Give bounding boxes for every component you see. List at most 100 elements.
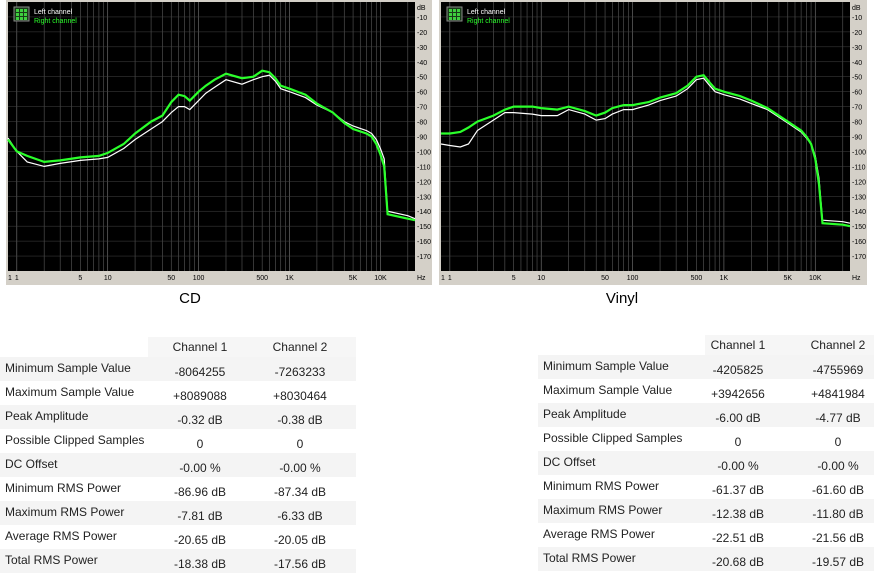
stats-value-channel-1: -20.68 dB [711, 555, 765, 569]
stats-value-channel-1: 0 [196, 437, 204, 451]
stats-value-channel-2: -19.57 dB [811, 555, 865, 569]
stats-row: Total RMS Power -18.38 dB -17.56 dB [0, 549, 356, 573]
stats-row: Maximum RMS Power -12.38 dB -11.80 dB [538, 499, 874, 523]
legend-right-channel: Right channel [467, 18, 510, 25]
stats-row-label: Peak Amplitude [5, 409, 89, 423]
y-tick-label: -160 [417, 239, 431, 246]
y-tick-label: -110 [417, 164, 431, 171]
x-tick-label: 500 [256, 275, 268, 282]
x-tick-label: Hz [417, 275, 426, 282]
y-tick-label: -170 [852, 254, 866, 261]
stats-value-channel-2: -0.38 dB [277, 413, 323, 427]
vinyl-spectrum-panel: dB -10 -20 -30 -40 -50 -60 -70 -80 -90 -100 -110 -12… [439, 0, 867, 285]
stats-row-label: Minimum Sample Value [543, 359, 669, 373]
stats-row-label: Possible Clipped Samples [543, 431, 683, 445]
stats-row-label: DC Offset [5, 457, 58, 471]
vinyl-spectrum-chart: dB -10 -20 -30 -40 -50 -60 -70 -80 -90 -100 -110 -12… [440, 2, 866, 282]
x-tick-label: 1 [8, 275, 12, 282]
y-tick-label: -150 [417, 224, 431, 231]
stats-value-channel-1: 0 [734, 435, 742, 449]
cd-caption: CD [179, 290, 201, 307]
y-tick-label: -50 [417, 75, 427, 82]
x-tick-label: 1 [15, 275, 19, 282]
stats-row-label: Average RMS Power [543, 527, 655, 541]
stats-row: Average RMS Power -22.51 dB -21.56 dB [538, 523, 874, 547]
y-tick-label: -150 [852, 224, 866, 231]
stats-row: DC Offset -0.00 % -0.00 % [0, 453, 356, 477]
stats-row: Total RMS Power -20.68 dB -19.57 dB [538, 547, 874, 571]
y-tick-label: -160 [852, 239, 866, 246]
y-tick-label: -60 [852, 90, 862, 97]
y-tick-label: -30 [852, 45, 862, 52]
legend-right-channel: Right channel [34, 18, 77, 25]
stats-value-channel-2: 0 [834, 435, 842, 449]
x-tick-label: 50 [167, 275, 175, 282]
stats-row-label: Maximum RMS Power [5, 505, 125, 519]
left-channel-line [7, 74, 416, 220]
x-tick-label: 5 [512, 275, 516, 282]
stats-row: Minimum RMS Power -61.37 dB -61.60 dB [538, 475, 874, 499]
y-tick-label: -90 [417, 135, 427, 142]
column-header-channel-1: Channel 1 [710, 338, 766, 352]
x-tick-label: Hz [852, 275, 861, 282]
stats-value-channel-2: -0.00 % [279, 461, 321, 475]
stats-value-channel-1: -61.37 dB [711, 483, 765, 497]
stats-value-channel-2: -7263233 [274, 365, 326, 379]
y-tick-label: -170 [417, 254, 431, 261]
y-tick-label: -20 [852, 30, 862, 37]
stats-value-channel-1: -8064255 [174, 365, 226, 379]
x-tick-label: 1 [448, 275, 452, 282]
y-tick-label: -110 [852, 164, 866, 171]
stats-value-channel-1: -20.65 dB [173, 533, 227, 547]
stats-value-channel-2: -21.56 dB [811, 531, 865, 545]
stats-value-channel-1: -0.00 % [179, 461, 221, 475]
stats-row-label: Minimum RMS Power [543, 479, 660, 493]
stats-row: Maximum Sample Value +8089088 +8030464 [0, 381, 356, 405]
stats-value-channel-1: -6.00 dB [715, 411, 761, 425]
stats-row: DC Offset -0.00 % -0.00 % [538, 451, 874, 475]
stats-row: Peak Amplitude -0.32 dB -0.38 dB [0, 405, 356, 429]
y-tick-label: -60 [417, 90, 427, 97]
stats-value-channel-2: +4841984 [811, 387, 865, 401]
spectrum-legend-icon[interactable] [446, 6, 463, 22]
stats-row-label: Maximum Sample Value [5, 385, 135, 399]
stats-value-channel-2: -4755969 [812, 363, 864, 377]
stats-value-channel-2: -0.00 % [817, 459, 859, 473]
stats-row: Possible Clipped Samples 0 0 [538, 427, 874, 451]
stats-value-channel-1: -0.32 dB [177, 413, 223, 427]
y-tick-label: -130 [417, 194, 431, 201]
x-tick-label: 1K [720, 275, 729, 282]
stats-row: Peak Amplitude -6.00 dB -4.77 dB [538, 403, 874, 427]
y-tick-label: -40 [417, 60, 427, 67]
y-tick-label: -100 [417, 149, 431, 156]
spectrum-legend-icon[interactable] [13, 6, 30, 22]
x-tick-label: 500 [691, 275, 703, 282]
column-header-channel-2: Channel 2 [810, 338, 866, 352]
stats-row-label: Minimum RMS Power [5, 481, 122, 495]
legend-left-channel: Left channel [34, 9, 73, 16]
table-header-bg [148, 337, 356, 357]
y-tick-label: -80 [417, 120, 427, 127]
stats-row-label: DC Offset [543, 455, 596, 469]
stats-row-label: Possible Clipped Samples [5, 433, 145, 447]
y-tick-label: -140 [417, 209, 431, 216]
y-tick-label: -50 [852, 75, 862, 82]
right-channel-line [7, 69, 416, 222]
y-tick-label: -10 [417, 15, 427, 22]
right-channel-line [441, 73, 851, 228]
stats-row: Minimum Sample Value -4205825 -4755969 [538, 355, 874, 379]
y-tick-label: -70 [852, 105, 862, 112]
y-tick-label: -30 [417, 45, 427, 52]
stats-value-channel-2: 0 [296, 437, 304, 451]
y-tick-label: -100 [852, 149, 866, 156]
y-tick-label: -80 [852, 120, 862, 127]
cd-spectrum-panel: dB -10 -20 -30 -40 -50 -60 -70 -80 -90 -100 -110 -12… [6, 0, 432, 285]
y-tick-label: -40 [852, 60, 862, 67]
stats-value-channel-1: -86.96 dB [173, 485, 227, 499]
stats-value-channel-2: -61.60 dB [811, 483, 865, 497]
grid [8, 2, 415, 271]
y-tick-label: -10 [852, 15, 862, 22]
stats-value-channel-2: -4.77 dB [815, 411, 861, 425]
stats-row: Minimum Sample Value -8064255 -7263233 [0, 357, 356, 381]
x-tick-label: 100 [627, 275, 639, 282]
